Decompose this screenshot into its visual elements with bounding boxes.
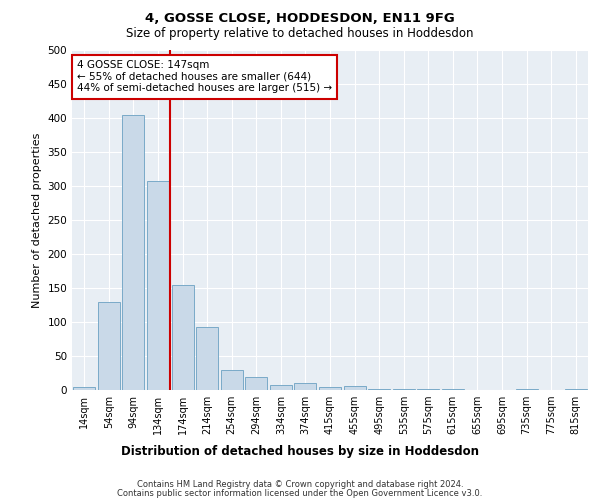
Bar — [270, 384, 292, 390]
Bar — [221, 370, 243, 390]
Bar — [245, 377, 268, 390]
Text: Contains HM Land Registry data © Crown copyright and database right 2024.: Contains HM Land Registry data © Crown c… — [137, 480, 463, 489]
Bar — [98, 302, 120, 390]
Bar — [196, 328, 218, 390]
Bar — [295, 382, 316, 390]
Bar — [73, 386, 95, 390]
Text: Contains public sector information licensed under the Open Government Licence v3: Contains public sector information licen… — [118, 488, 482, 498]
Text: Distribution of detached houses by size in Hoddesdon: Distribution of detached houses by size … — [121, 444, 479, 458]
Text: 4, GOSSE CLOSE, HODDESDON, EN11 9FG: 4, GOSSE CLOSE, HODDESDON, EN11 9FG — [145, 12, 455, 26]
Text: 4 GOSSE CLOSE: 147sqm
← 55% of detached houses are smaller (644)
44% of semi-det: 4 GOSSE CLOSE: 147sqm ← 55% of detached … — [77, 60, 332, 94]
Bar — [172, 284, 194, 390]
Bar — [344, 386, 365, 390]
Bar — [319, 386, 341, 390]
Y-axis label: Number of detached properties: Number of detached properties — [32, 132, 42, 308]
Bar — [122, 114, 145, 390]
Bar — [147, 180, 169, 390]
Bar — [368, 388, 390, 390]
Text: Size of property relative to detached houses in Hoddesdon: Size of property relative to detached ho… — [126, 28, 474, 40]
